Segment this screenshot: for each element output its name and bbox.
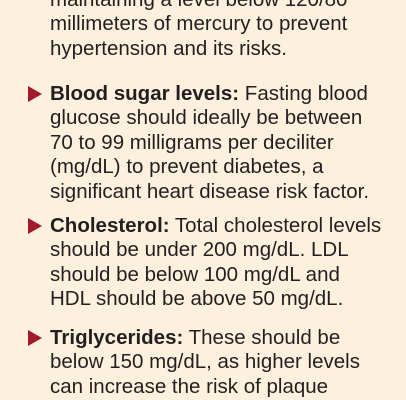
text-line: 70 to 99 milligrams per deciliter bbox=[50, 130, 334, 154]
text-line: should be below 100 mg/dL and bbox=[50, 262, 340, 286]
triangle-bullet-icon bbox=[28, 218, 42, 234]
text-line: HDL should be above 50 mg/dL. bbox=[50, 287, 344, 311]
item-term: Cholesterol: bbox=[50, 214, 170, 237]
list-item-text: Triglycerides: These should be below 150… bbox=[50, 326, 395, 399]
text-line: Triglycerides: These should be bbox=[50, 326, 395, 350]
text-line: maintaining a level below 120/80 bbox=[50, 0, 400, 12]
item-text-fragment: Fasting blood bbox=[239, 82, 368, 105]
item-term: Triglycerides: bbox=[50, 326, 184, 349]
list-item-text: Blood sugar levels: Fasting blood glucos… bbox=[50, 82, 395, 204]
item-term: Blood sugar levels: bbox=[50, 82, 240, 105]
text-line: Blood sugar levels: Fasting blood bbox=[50, 82, 395, 106]
list-item-text: Cholesterol: Total cholesterol levels sh… bbox=[50, 214, 395, 312]
text-line: can increase the risk of plaque bbox=[50, 374, 329, 398]
item-text-fragment: These should be bbox=[183, 326, 341, 349]
triangle-bullet-icon bbox=[28, 330, 42, 346]
text-line: millimeters of mercury to prevent bbox=[50, 12, 348, 36]
text-line: (mg/dL) to prevent diabetes, a bbox=[50, 155, 324, 179]
text-line: should be under 200 mg/dL. LDL bbox=[50, 238, 349, 262]
text-line: glucose should ideally be between bbox=[50, 106, 363, 130]
text-line: significant heart disease risk factor. bbox=[50, 179, 370, 203]
text-line: hypertension and its risks. bbox=[50, 36, 288, 60]
continuation-paragraph: maintaining a level below 120/80 millime… bbox=[50, 0, 400, 61]
text-line: Cholesterol: Total cholesterol levels bbox=[50, 214, 395, 238]
text-line: below 150 mg/dL, as higher levels bbox=[50, 350, 360, 374]
triangle-bullet-icon bbox=[28, 86, 42, 102]
item-text-fragment: Total cholesterol levels bbox=[169, 214, 382, 237]
